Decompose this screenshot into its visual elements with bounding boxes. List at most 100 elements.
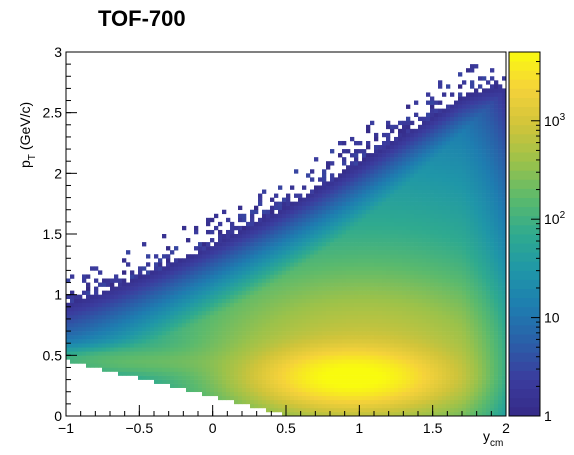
heatmap-cell [318, 335, 323, 340]
heatmap-cell [350, 266, 355, 271]
heatmap-cell [378, 290, 383, 295]
heatmap-cell [270, 250, 275, 255]
heatmap-cell [186, 367, 191, 372]
heatmap-cell [66, 314, 71, 320]
heatmap-cell [286, 209, 291, 215]
heatmap-cell [318, 351, 323, 356]
heatmap-cell [170, 322, 175, 328]
heatmap-cell [314, 270, 319, 275]
heatmap-cell [262, 242, 267, 247]
heatmap-cell [126, 318, 131, 324]
heatmap-cell [202, 290, 207, 295]
heatmap-cell [414, 262, 419, 267]
heatmap-cell [106, 359, 111, 364]
heatmap-cell [338, 395, 343, 401]
heatmap-cell [182, 355, 187, 360]
heatmap-cell [450, 209, 455, 215]
heatmap-cell [182, 270, 187, 275]
heatmap-cell [270, 213, 275, 219]
heatmap-cell [102, 331, 107, 336]
heatmap-cell [302, 217, 307, 223]
heatmap-cell [102, 343, 107, 348]
heatmap-cell [302, 258, 307, 263]
heatmap-cell [406, 161, 411, 166]
heatmap-cell [438, 140, 443, 146]
heatmap-cell [190, 359, 195, 364]
heatmap-cell [106, 298, 111, 304]
heatmap-cell [322, 173, 327, 178]
heatmap-cell [206, 294, 211, 300]
heatmap-cell [442, 234, 447, 239]
heatmap-cell [338, 379, 343, 384]
heatmap-cell [458, 290, 463, 295]
heatmap-cell [322, 355, 327, 360]
heatmap-cell [414, 359, 419, 364]
heatmap-cell [418, 302, 423, 308]
heatmap-cell [298, 407, 303, 413]
heatmap-cell [362, 254, 367, 259]
heatmap-cell [462, 217, 467, 223]
heatmap-cell [66, 302, 71, 308]
heatmap-cell [370, 347, 375, 352]
heatmap-cell [214, 298, 219, 304]
heatmap-cell [450, 290, 455, 295]
heatmap-cell [374, 209, 379, 215]
heatmap-cell [418, 153, 423, 158]
heatmap-cell [306, 254, 311, 259]
heatmap-cell [382, 161, 387, 166]
heatmap-cell [466, 391, 471, 397]
heatmap-cell [266, 278, 271, 283]
heatmap-cell [354, 294, 359, 300]
heatmap-cell [358, 407, 363, 413]
heatmap-cell [362, 290, 367, 295]
heatmap-cell [358, 270, 363, 275]
heatmap-cell [306, 355, 311, 360]
heatmap-cell [358, 169, 363, 174]
heatmap-cell [406, 197, 411, 202]
heatmap-cell [262, 221, 267, 227]
heatmap-cell [342, 399, 347, 405]
heatmap-cell [298, 339, 303, 344]
heatmap-cell [174, 278, 179, 283]
heatmap-cell [110, 322, 115, 328]
heatmap-cell [434, 351, 439, 356]
heatmap-cell [210, 367, 215, 372]
heatmap-cell [374, 282, 379, 287]
heatmap-cell [346, 250, 351, 255]
heatmap-cell [430, 132, 435, 138]
heatmap-cell [450, 335, 455, 340]
heatmap-cell [414, 387, 419, 393]
heatmap-cell [414, 181, 419, 186]
heatmap-cell [238, 391, 243, 397]
heatmap-cell [262, 387, 267, 393]
heatmap-cell [122, 298, 127, 304]
heatmap-cell [102, 367, 107, 372]
heatmap-cell [366, 290, 371, 295]
heatmap-cell [150, 302, 155, 308]
heatmap-cell [222, 262, 227, 267]
heatmap-cell [234, 318, 239, 324]
heatmap-cell [234, 242, 239, 247]
heatmap-cell [226, 217, 231, 223]
heatmap-cell [454, 140, 459, 146]
heatmap-cell [122, 347, 127, 352]
heatmap-cell [458, 363, 463, 368]
heatmap-cell [418, 128, 423, 134]
heatmap-cell [198, 363, 203, 368]
heatmap-cell [430, 391, 435, 397]
heatmap-cell [74, 314, 79, 320]
heatmap-cell [242, 391, 247, 397]
heatmap-cell [426, 250, 431, 255]
heatmap-cell [294, 217, 299, 223]
heatmap-cell [162, 347, 167, 352]
heatmap-cell [430, 282, 435, 287]
heatmap-cell [350, 322, 355, 328]
heatmap-cell [214, 278, 219, 283]
heatmap-cell [342, 351, 347, 356]
heatmap-cell [226, 387, 231, 393]
heatmap-cell [462, 238, 467, 243]
heatmap-cell [422, 270, 427, 275]
heatmap-cell [274, 229, 279, 235]
heatmap-cell [150, 274, 155, 279]
heatmap-cell [338, 274, 343, 279]
